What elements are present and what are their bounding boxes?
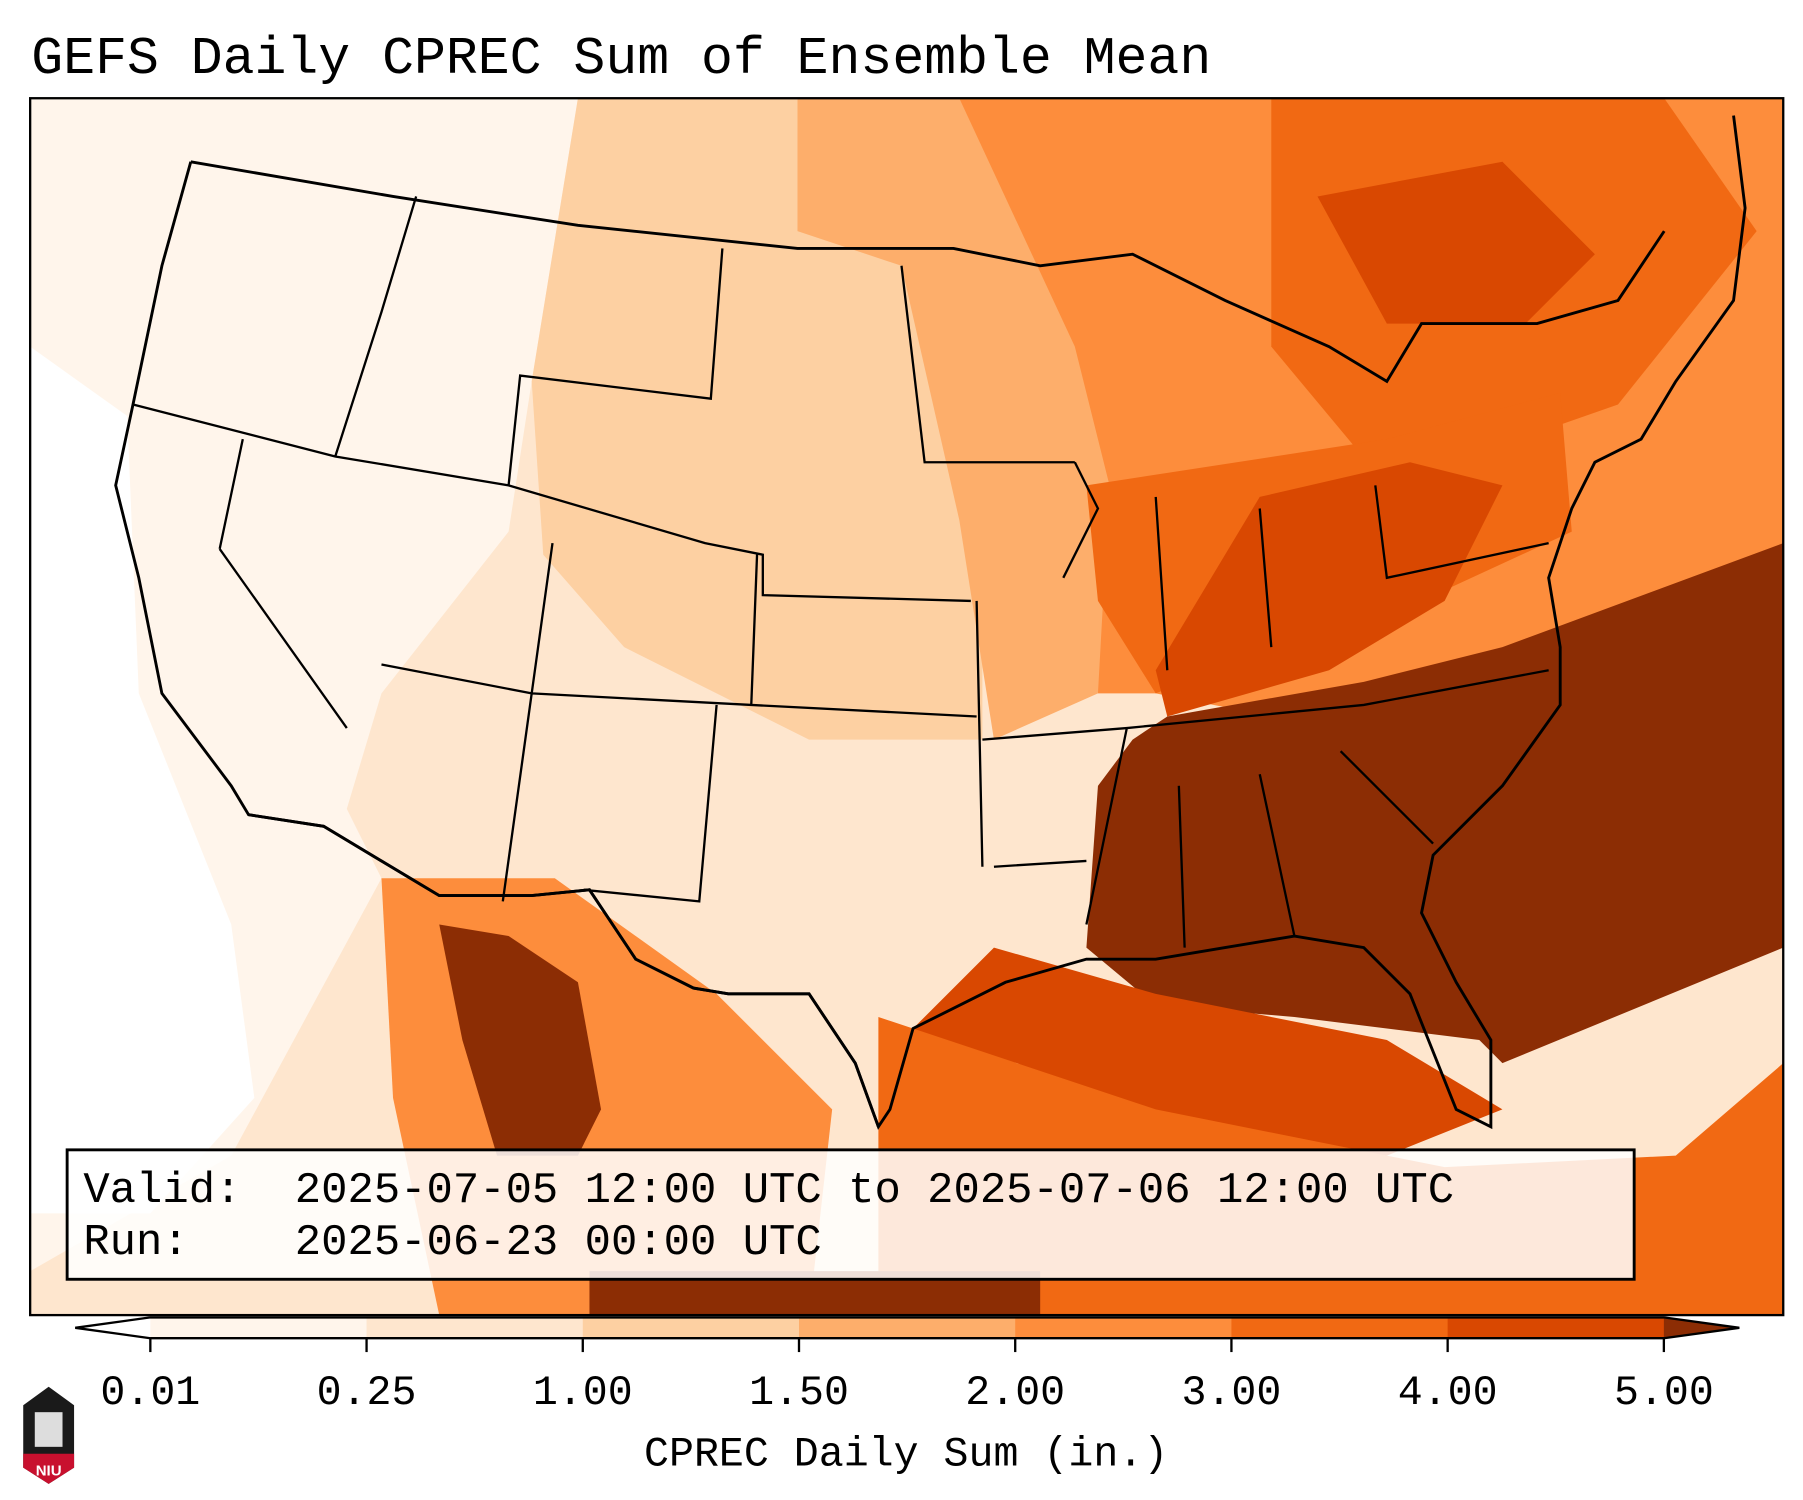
region-sierra-madre [439,924,602,1156]
plot-title: GEFS Daily CPREC Sum of Ensemble Mean [31,29,1211,89]
colorbar-tick-label: 3.00 [1182,1370,1282,1417]
border-canada [190,160,1666,384]
map-frame [29,97,1785,1317]
region-mexico-south [589,1271,1041,1316]
region-southeast-dark [1086,543,1784,1064]
run-label: Run: [83,1218,188,1268]
colorbar-over-extend [1663,1317,1740,1339]
state-borders [132,196,1549,948]
valid-label: Valid: [83,1166,241,1216]
colorbar-segment [1447,1317,1665,1339]
colorbar-tick-label: 1.00 [533,1370,633,1417]
logo-text: NIU [36,1463,62,1480]
colorbar-tick-label: 0.01 [100,1370,200,1417]
run-time: 2025-06-23 00:00 UTC [295,1218,822,1268]
region-pacific-white [30,346,255,1214]
colorbar-under-extend [75,1317,151,1339]
niu-logo: NIU [23,1386,75,1484]
colorbar: 0.01 0.25 1.00 1.50 2.00 3.00 4.00 5.00 [75,1316,1740,1417]
region-gulf [901,947,1503,1156]
colorbar-tick-label: 4.00 [1398,1370,1498,1417]
region-canada-core [1317,161,1595,324]
info-box: Valid: 2025-07-05 12:00 UTC to 2025-07-0… [65,1148,1636,1281]
colorbar-label: CPREC Daily Sum (in.) [644,1431,1168,1478]
colorbar-tick-label: 0.25 [317,1370,417,1417]
valid-time: 2025-07-05 12:00 UTC to 2025-07-06 12:00… [295,1166,1454,1216]
border-mexico [248,813,880,1128]
colorbar-segment [798,1317,1016,1339]
colorbar-segment [1015,1317,1233,1339]
colorbar-tick-label: 5.00 [1614,1370,1714,1417]
colorbar-tick-label: 1.50 [749,1370,849,1417]
region-plains [531,98,983,740]
colorbar-tick-label: 2.00 [965,1370,1065,1417]
colorbar-segment [366,1317,584,1339]
colorbar-segment [1231,1317,1449,1339]
colorbar-segment [150,1317,368,1339]
colorbar-segment [582,1317,800,1339]
precip-map [30,98,1784,1316]
